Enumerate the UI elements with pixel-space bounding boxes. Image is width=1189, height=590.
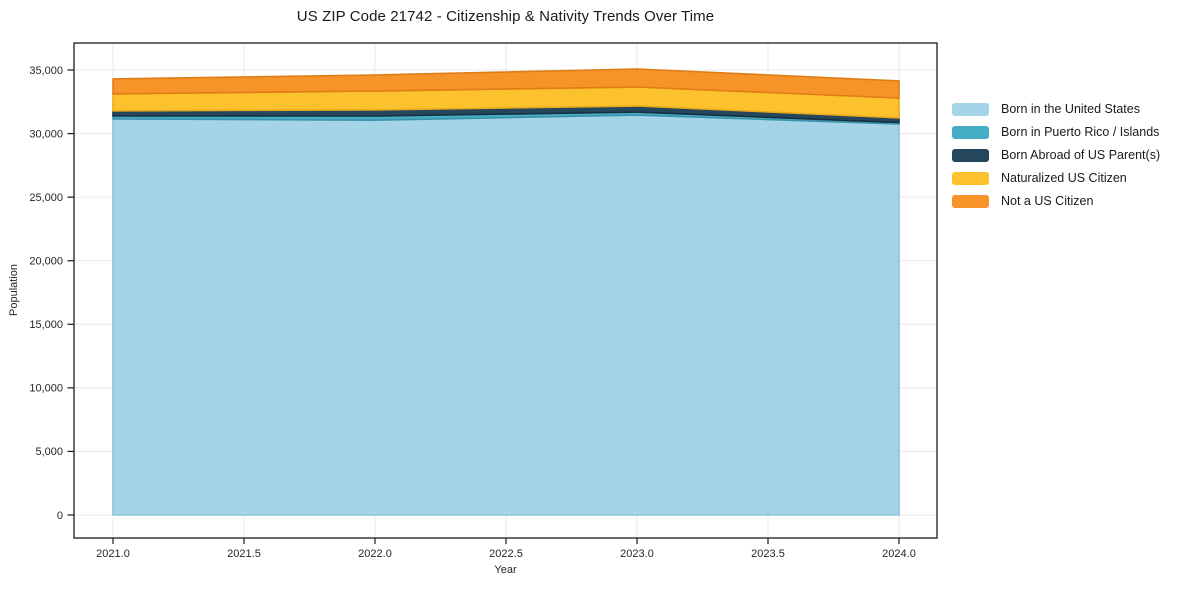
area-born-in-the-united-states xyxy=(112,114,900,516)
legend-swatch xyxy=(952,102,989,116)
x-tick-label: 2021.5 xyxy=(227,548,261,560)
legend-label: Born Abroad of US Parent(s) xyxy=(1001,148,1161,162)
legend-label: Born in Puerto Rico / Islands xyxy=(1001,125,1160,139)
legend-item: Not a US Citizen xyxy=(952,194,1160,208)
area-not-a-us-citizen xyxy=(112,68,900,99)
x-tick-label: 2023.5 xyxy=(751,548,785,560)
y-tick-label: 35,000 xyxy=(29,65,63,77)
x-axis-label: Year xyxy=(494,564,517,576)
legend-item: Naturalized US Citizen xyxy=(952,171,1160,185)
x-tick-label: 2024.0 xyxy=(882,548,916,560)
legend-label: Naturalized US Citizen xyxy=(1001,171,1127,185)
x-tick-label: 2022.0 xyxy=(358,548,392,560)
legend-label: Born in the United States xyxy=(1001,102,1140,116)
legend-swatch xyxy=(952,148,989,162)
x-tick-label: 2021.0 xyxy=(96,548,130,560)
legend-swatch xyxy=(952,194,989,208)
y-tick-label: 5,000 xyxy=(35,446,63,458)
y-tick-label: 20,000 xyxy=(29,256,63,268)
chart-title: US ZIP Code 21742 - Citizenship & Nativi… xyxy=(296,8,715,25)
legend-item: Born in the United States xyxy=(952,102,1160,116)
legend-swatch xyxy=(952,171,989,185)
legend-item: Born in Puerto Rico / Islands xyxy=(952,125,1160,139)
y-tick-label: 25,000 xyxy=(29,192,63,204)
legend-swatch xyxy=(952,125,989,139)
y-tick-label: 15,000 xyxy=(29,319,63,331)
legend: Born in the United States Born in Puerto … xyxy=(952,102,1160,217)
x-tick-label: 2022.5 xyxy=(489,548,523,560)
y-tick-label: 10,000 xyxy=(29,383,63,395)
y-tick-label: 30,000 xyxy=(29,128,63,140)
x-tick-label: 2023.0 xyxy=(620,548,654,560)
legend-label: Not a US Citizen xyxy=(1001,194,1094,208)
y-tick-label: 0 xyxy=(57,510,63,522)
legend-item: Born Abroad of US Parent(s) xyxy=(952,148,1160,162)
